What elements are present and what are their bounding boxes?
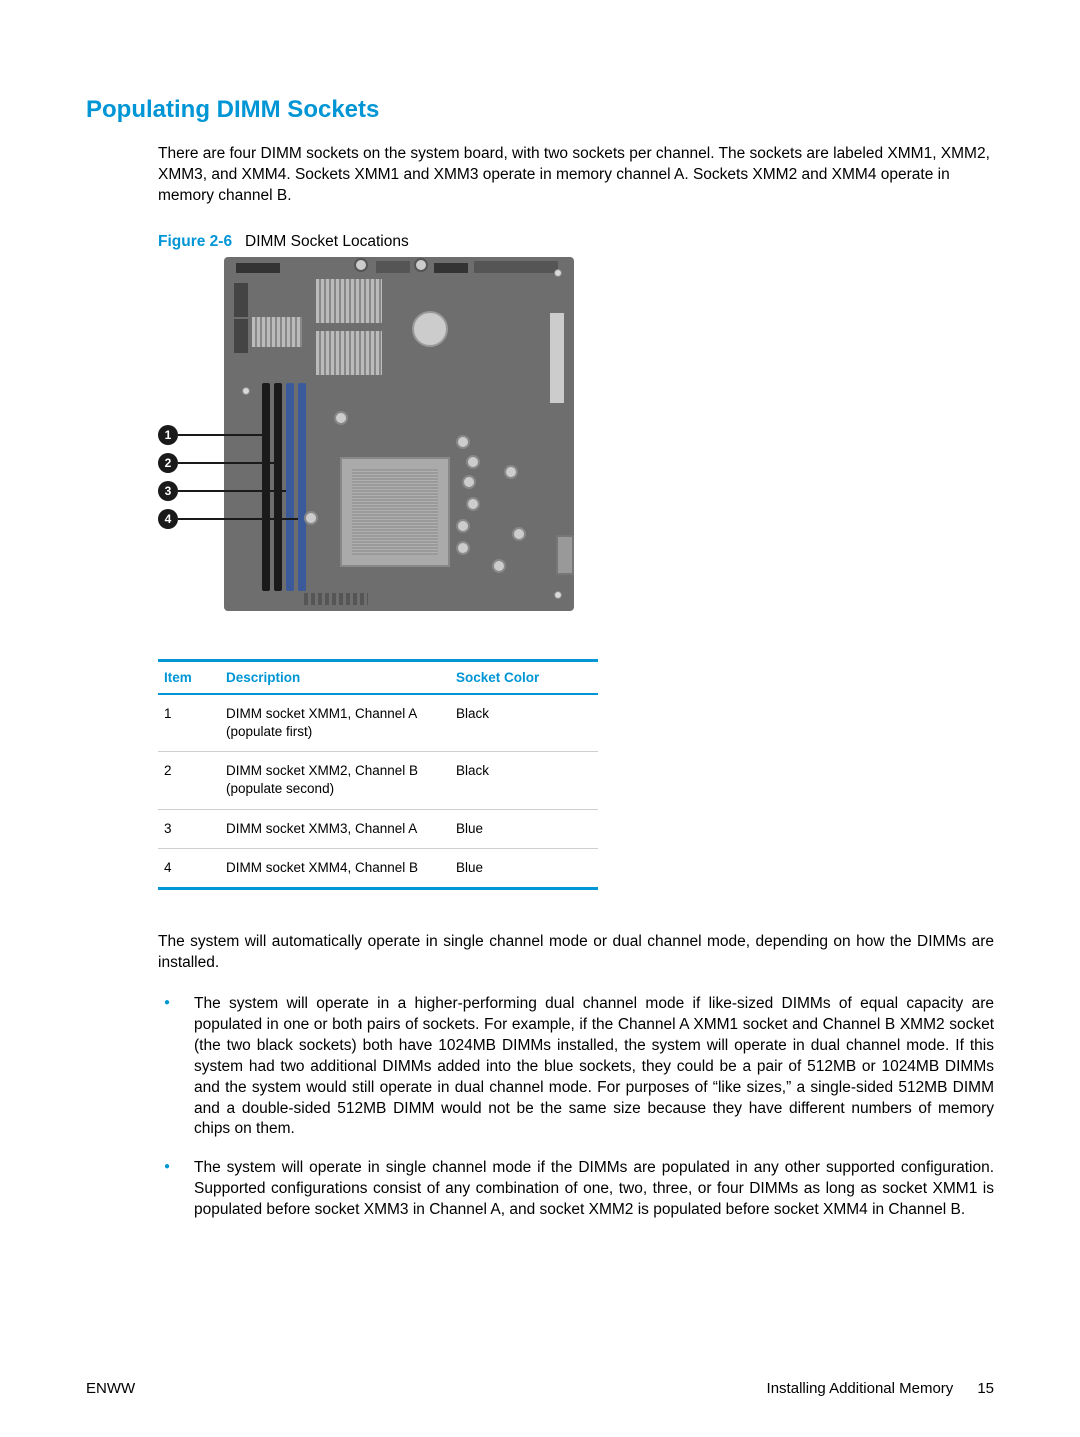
table-header-color: Socket Color <box>450 660 598 694</box>
callout-line-icon <box>178 490 286 492</box>
callout-1: 1 <box>158 425 262 445</box>
figure-caption: Figure 2-6 DIMM Socket Locations <box>158 233 994 251</box>
figure-caption-text <box>236 233 245 250</box>
figure: 1 2 3 4 <box>158 257 994 627</box>
callout-badge: 1 <box>158 425 178 445</box>
cell-item: 2 <box>158 752 220 809</box>
list-item: The system will operate in single channe… <box>158 1158 994 1221</box>
cell-color: Black <box>450 752 598 809</box>
callout-badge: 2 <box>158 453 178 473</box>
screw-hole-icon <box>242 387 250 395</box>
connector-icon <box>434 263 468 273</box>
footer-section: Installing Additional Memory <box>767 1380 954 1397</box>
callout-2: 2 <box>158 453 274 473</box>
list-item: The system will operate in a higher-perf… <box>158 994 994 1140</box>
connector-icon <box>376 261 410 273</box>
callout-4: 4 <box>158 509 298 529</box>
page-footer: ENWW Installing Additional Memory 15 <box>86 1380 994 1397</box>
cell-item: 3 <box>158 809 220 848</box>
capacitor-icon <box>456 519 470 533</box>
cell-description: DIMM socket XMM2, Channel B (populate se… <box>220 752 450 809</box>
dimm-slot-4 <box>298 383 306 591</box>
capacitor-icon <box>466 497 480 511</box>
table-row: 4 DIMM socket XMM4, Channel B Blue <box>158 848 598 888</box>
table-row: 3 DIMM socket XMM3, Channel A Blue <box>158 809 598 848</box>
cell-color: Blue <box>450 809 598 848</box>
table-header-item: Item <box>158 660 220 694</box>
figure-label: Figure 2-6 <box>158 233 232 250</box>
bullet-list: The system will operate in a higher-perf… <box>158 994 994 1221</box>
motherboard-diagram: 1 2 3 4 <box>158 257 574 627</box>
capacitor-icon <box>466 455 480 469</box>
body-paragraph: The system will automatically operate in… <box>158 932 994 974</box>
figure-caption-value: DIMM Socket Locations <box>245 233 409 250</box>
standoff-icon <box>414 258 428 272</box>
pcie-slot-icon <box>304 593 368 605</box>
capacitor-icon <box>456 435 470 449</box>
io-port-icon <box>556 535 574 575</box>
callout-line-icon <box>178 434 262 436</box>
cell-color: Blue <box>450 848 598 888</box>
document-page: Populating DIMM Sockets There are four D… <box>0 0 1080 1279</box>
cell-item: 1 <box>158 694 220 752</box>
callout-badge: 3 <box>158 481 178 501</box>
cpu-socket-icon <box>340 457 450 567</box>
callout-line-icon <box>178 462 274 464</box>
dimm-table: Item Description Socket Color 1 DIMM soc… <box>158 659 598 890</box>
intro-paragraph: There are four DIMM sockets on the syste… <box>158 144 994 207</box>
standoff-icon <box>354 258 368 272</box>
capacitor-icon <box>456 541 470 555</box>
table-row: 1 DIMM socket XMM1, Channel A (populate … <box>158 694 598 752</box>
cell-description: DIMM socket XMM4, Channel B <box>220 848 450 888</box>
capacitor-icon <box>504 465 518 479</box>
vrm-icon <box>234 319 248 353</box>
table-row: 2 DIMM socket XMM2, Channel B (populate … <box>158 752 598 809</box>
cell-description: DIMM socket XMM3, Channel A <box>220 809 450 848</box>
heatsink-icon <box>316 279 382 323</box>
connector-icon <box>236 263 280 273</box>
dimm-slot-3 <box>286 383 294 591</box>
callout-line-icon <box>178 518 298 520</box>
capacitor-icon <box>334 411 348 425</box>
callout-badge: 4 <box>158 509 178 529</box>
table-header-description: Description <box>220 660 450 694</box>
capacitor-icon <box>462 475 476 489</box>
heatsink-icon <box>316 331 382 375</box>
cell-item: 4 <box>158 848 220 888</box>
heatsink-icon <box>252 317 302 347</box>
capacitor-icon <box>304 511 318 525</box>
vrm-icon <box>234 283 248 317</box>
cell-color: Black <box>450 694 598 752</box>
table-header-row: Item Description Socket Color <box>158 660 598 694</box>
capacitor-icon <box>512 527 526 541</box>
cell-description: DIMM socket XMM1, Channel A (populate fi… <box>220 694 450 752</box>
screw-hole-icon <box>554 269 562 277</box>
atx-power-icon <box>550 313 564 403</box>
coil-icon <box>412 311 448 347</box>
footer-page-number: 15 <box>977 1380 994 1397</box>
footer-left: ENWW <box>86 1380 135 1397</box>
capacitor-icon <box>492 559 506 573</box>
callout-3: 3 <box>158 481 286 501</box>
board-outline <box>224 257 574 611</box>
connector-icon <box>474 261 558 273</box>
screw-hole-icon <box>554 591 562 599</box>
section-heading: Populating DIMM Sockets <box>86 96 994 124</box>
